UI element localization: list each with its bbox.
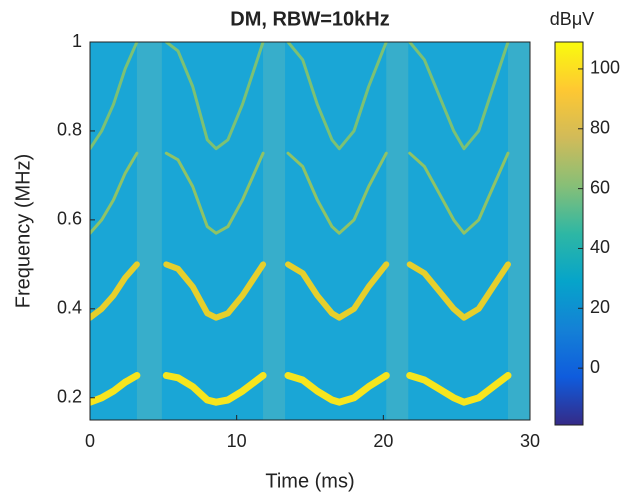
colorbar-tick-label: 80: [590, 118, 610, 138]
y-tick-label: 0.8: [57, 120, 82, 140]
harmonic-line: [90, 261, 511, 321]
colorbar-tick-label: 40: [590, 237, 610, 257]
y-tick-label: 0.6: [57, 209, 82, 229]
y-tick-label: 0.2: [57, 387, 82, 407]
colorbar-tick-label: 0: [590, 357, 600, 377]
x-axis-label: Time (ms): [265, 470, 354, 492]
plot-frame: [89, 41, 531, 421]
gap-band: [508, 42, 530, 420]
colorbar-tick-label: 60: [590, 177, 610, 197]
colorbar-label: dBμV: [550, 9, 594, 29]
x-tick-label: 10: [227, 431, 247, 451]
plot-area: [90, 42, 530, 420]
harmonic-line: [90, 42, 510, 151]
colorbar: [554, 41, 584, 426]
x-tick-label: 0: [85, 431, 95, 451]
gap-band: [136, 42, 162, 420]
gap-band: [263, 42, 286, 420]
y-axis-label: Frequency (MHz): [12, 154, 34, 308]
x-tick-label: 20: [373, 431, 393, 451]
colorbar-tick-label: 20: [590, 297, 610, 317]
harmonic-line: [90, 372, 512, 406]
plot-background: [90, 42, 530, 420]
y-tick-label: 1: [72, 31, 82, 51]
x-tick-label: 30: [520, 431, 540, 451]
gap-band: [386, 42, 409, 420]
y-tick-label: 0.4: [57, 298, 82, 318]
harmonic-line: [90, 151, 510, 235]
chart-title: DM, RBW=10kHz: [230, 8, 389, 30]
colorbar-tick-label: 100: [590, 58, 620, 78]
